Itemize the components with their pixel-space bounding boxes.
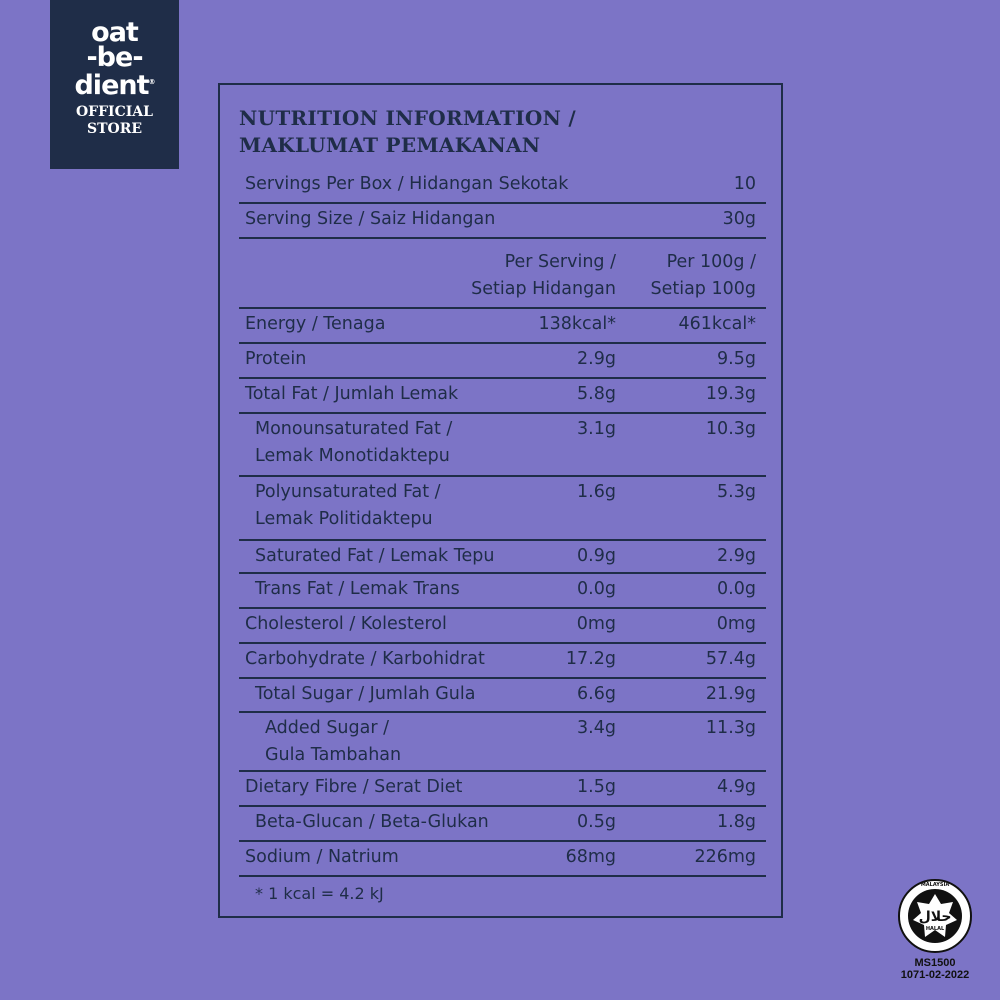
per-serving-value: 0.5g	[577, 812, 616, 832]
brand-name-line: oat	[91, 17, 139, 48]
nutrient-label: Beta-Glucan / Beta-Glukan	[255, 812, 489, 832]
nutrient-row: Carbohydrate / Karbohidrat 17.2g 57.4g	[239, 644, 766, 679]
brand-name-line: -be-	[86, 42, 143, 73]
halal-certification: حلال HALAL MALAYSIA MS1500 1071-02-2022	[897, 878, 973, 981]
per-100g-value: 19.3g	[705, 384, 756, 404]
svg-text:MALAYSIA: MALAYSIA	[921, 882, 950, 888]
halal-logo-icon: حلال HALAL MALAYSIA	[898, 879, 972, 953]
nutrient-label: Saturated Fat / Lemak Tepu	[255, 546, 495, 566]
per-serving-value: 17.2g	[565, 649, 616, 669]
panel-title: NUTRITION INFORMATION / MAKLUMAT PEMAKANA…	[239, 106, 577, 157]
halal-code: MS1500	[914, 957, 956, 969]
nutrient-row: Saturated Fat / Lemak Tepu 0.9g 2.9g	[239, 541, 766, 574]
per-100g-value: 10.3g	[705, 419, 756, 439]
nutrient-row: Sodium / Natrium 68mg 226mg	[239, 842, 766, 877]
svg-text:HALAL: HALAL	[926, 926, 945, 932]
per-100g-value: 0.0g	[717, 579, 756, 599]
nutrition-panel: NUTRITION INFORMATION / MAKLUMAT PEMAKANA…	[218, 83, 783, 918]
per-serving-value: 0.9g	[577, 546, 616, 566]
nutrient-row: Protein 2.9g 9.5g	[239, 344, 766, 379]
per-100g-value: 0mg	[716, 614, 756, 634]
nutrient-row: Total Sugar / Jumlah Gula 6.6g 21.9g	[239, 679, 766, 713]
per-serving-value: 2.9g	[577, 349, 616, 369]
nutrient-label: Sodium / Natrium	[245, 847, 399, 867]
per-serving-value: 0.0g	[577, 579, 616, 599]
store-label: OFFICIAL STORE	[75, 104, 154, 137]
nutrient-row: Dietary Fibre / Serat Diet 1.5g 4.9g	[239, 772, 766, 807]
nutrient-label: Total Fat / Jumlah Lemak	[245, 384, 459, 404]
per-100g-value: 11.3g	[705, 718, 756, 738]
per-serving-value: 1.6g	[577, 482, 616, 502]
nutrient-label: Polyunsaturated Fat / Lemak Politidaktep…	[255, 482, 441, 529]
servings-row: Servings Per Box / Hidangan Sekotak 10	[239, 169, 766, 204]
nutrient-label: Cholesterol / Kolesterol	[245, 614, 447, 634]
per-serving-value: 138kcal*	[538, 314, 617, 334]
per-serving-value: 3.1g	[577, 419, 616, 439]
footnote: * 1 kcal = 4.2 kJ	[255, 884, 384, 903]
nutrient-label: Total Sugar / Jumlah Gula	[255, 684, 476, 704]
serving-size-row: Serving Size / Saiz Hidangan 30g	[239, 204, 766, 239]
nutrient-row: Beta-Glucan / Beta-Glukan 0.5g 1.8g	[239, 807, 766, 842]
nutrient-row: Cholesterol / Kolesterol 0mg 0mg	[239, 609, 766, 644]
nutrient-label: Energy / Tenaga	[245, 314, 386, 334]
nutrient-label: Dietary Fibre / Serat Diet	[245, 777, 463, 797]
per-100g-value: 226mg	[694, 847, 756, 867]
brand-name-line: dient®	[74, 70, 155, 101]
per-100g-value: 21.9g	[705, 684, 756, 704]
per-100g-value: 2.9g	[717, 546, 756, 566]
halal-number: 1071-02-2022	[900, 969, 970, 981]
nutrient-row: Energy / Tenaga 138kcal* 461kcal*	[239, 309, 766, 344]
nutrient-label: Protein	[245, 349, 307, 369]
nutrient-label: Monounsaturated Fat / Lemak Monotidaktep…	[255, 419, 453, 466]
nutrient-row: Added Sugar / Gula Tambahan 3.4g 11.3g	[239, 713, 766, 772]
per-serving-value: 3.4g	[577, 718, 616, 738]
column-header-row: Per Serving / Setiap Hidangan Per 100g / …	[239, 239, 766, 309]
per-100g-value: 9.5g	[717, 349, 756, 369]
per-100g-value: 4.9g	[717, 777, 756, 797]
nutrient-label: Trans Fat / Lemak Trans	[255, 579, 460, 599]
nutrient-row: Polyunsaturated Fat / Lemak Politidaktep…	[239, 477, 766, 541]
nutrient-row: Total Fat / Jumlah Lemak 5.8g 19.3g	[239, 379, 766, 414]
brand-logo: oat -be- dient® OFFICIAL STORE	[50, 0, 179, 169]
per-100g-value: 461kcal*	[678, 314, 757, 334]
per-serving-value: 68mg	[565, 847, 616, 867]
per-100g-value: 57.4g	[705, 649, 756, 669]
svg-text:حلال: حلال	[919, 909, 952, 925]
per-100g-value: 5.3g	[717, 482, 756, 502]
nutrient-label: Added Sugar / Gula Tambahan	[265, 718, 402, 765]
nutrient-label: Carbohydrate / Karbohidrat	[245, 649, 485, 669]
per-100g-value: 1.8g	[717, 812, 756, 832]
per-serving-value: 6.6g	[577, 684, 616, 704]
per-serving-value: 0mg	[576, 614, 616, 634]
per-serving-value: 5.8g	[577, 384, 616, 404]
nutrient-row: Trans Fat / Lemak Trans 0.0g 0.0g	[239, 574, 766, 609]
per-serving-value: 1.5g	[577, 777, 616, 797]
nutrient-row: Monounsaturated Fat / Lemak Monotidaktep…	[239, 414, 766, 477]
